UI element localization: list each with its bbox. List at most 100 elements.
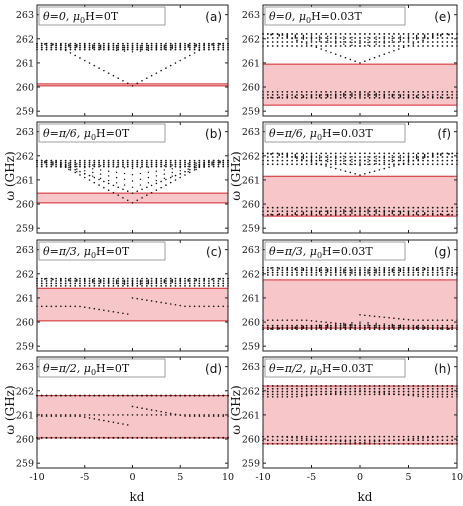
- bulk-curve-point: [343, 272, 345, 274]
- bulk-band-point: [412, 274, 415, 276]
- edge-state-point: [412, 394, 415, 397]
- bulk-band-point: [446, 269, 449, 272]
- edge-state-point: [146, 408, 148, 410]
- bulk-curve-point: [155, 46, 158, 48]
- bulk-band-point: [188, 282, 191, 285]
- bulk-band-point: [451, 393, 454, 396]
- edge-state-point: [60, 414, 62, 416]
- bulk-band-point: [145, 48, 148, 51]
- bulk-band-point: [179, 48, 182, 51]
- edge-state-point: [103, 180, 105, 183]
- bulk-band-point: [69, 282, 72, 285]
- bulk-curve-point: [407, 94, 410, 97]
- bulk-curve-point: [343, 95, 345, 98]
- bulk-curve-point: [84, 46, 86, 48]
- bulk-curve-point: [60, 161, 62, 164]
- bulk-band-point: [217, 165, 220, 168]
- bulk-curve-point: [335, 42, 337, 44]
- bulk-band-point: [179, 161, 182, 164]
- bulk-curve-point: [76, 168, 78, 170]
- bulk-band-point: [310, 90, 313, 93]
- bulk-band-point: [79, 46, 81, 49]
- bulk-band-point: [393, 214, 395, 216]
- bulk-band-point: [354, 210, 357, 213]
- edge-state-point: [368, 441, 371, 443]
- y-tick-label: 259: [242, 107, 260, 118]
- edge-state-point: [40, 159, 43, 162]
- edge-state-point: [422, 395, 424, 398]
- bulk-band-point: [276, 271, 279, 274]
- bulk-curve-point: [68, 279, 70, 282]
- bulk-curve-point: [318, 325, 321, 327]
- bulk-band-point: [339, 435, 342, 438]
- edge-state-point: [373, 56, 376, 59]
- edge-state-point: [179, 304, 182, 307]
- bulk-band-point: [55, 163, 57, 166]
- bulk-curve-point: [375, 162, 377, 165]
- edge-state-point: [79, 305, 81, 308]
- edge-state-point: [412, 159, 415, 162]
- bulk-band-point: [55, 46, 57, 49]
- edge-state-point: [310, 161, 313, 163]
- y-tick-label: 262: [242, 151, 260, 162]
- bulk-curve-point: [147, 283, 150, 285]
- edge-state-point: [126, 424, 129, 426]
- bulk-curve-point: [84, 280, 86, 283]
- bulk-curve-point: [383, 210, 385, 213]
- bulk-band-point: [363, 159, 366, 162]
- bulk-curve-point: [179, 170, 181, 172]
- bulk-band-point: [363, 442, 366, 445]
- bulk-band-point: [102, 44, 105, 47]
- bulk-band-point: [310, 439, 313, 442]
- bulk-band-point: [291, 390, 293, 393]
- bulk-band-point: [160, 165, 163, 168]
- bulk-band-point: [325, 210, 327, 213]
- bulk-band-point: [446, 45, 449, 47]
- bulk-band-point: [417, 45, 420, 47]
- bulk-band-point: [397, 214, 400, 216]
- bulk-band-point: [300, 439, 303, 442]
- edge-state-point: [122, 196, 124, 199]
- bulk-band-point: [325, 90, 327, 93]
- y-tick-label: 261: [242, 175, 260, 186]
- y-tick-label: 260: [16, 83, 34, 94]
- edge-state-point: [212, 414, 215, 416]
- bulk-curve-point: [359, 36, 361, 39]
- bulk-curve-point: [131, 49, 134, 51]
- bulk-band-point: [305, 387, 308, 390]
- edge-state-point: [267, 33, 269, 35]
- bulk-band-point: [286, 206, 289, 209]
- bulk-band-point: [291, 159, 293, 162]
- edge-state-point: [296, 395, 298, 398]
- bulk-curve-point: [302, 325, 305, 327]
- bulk-band-point: [373, 269, 376, 272]
- bulk-band-point: [412, 439, 415, 442]
- edge-state-point: [112, 184, 115, 187]
- bulk-band-point: [368, 156, 371, 158]
- bulk-curve-point: [399, 210, 402, 213]
- bulk-band-point: [344, 269, 347, 272]
- edge-state-point: [203, 305, 205, 308]
- edge-state-point: [74, 171, 76, 174]
- bulk-band-point: [276, 328, 279, 331]
- bulk-band-point: [441, 37, 444, 39]
- bulk-band-point: [330, 210, 332, 213]
- bulk-band-point: [160, 48, 163, 51]
- bulk-band-point: [422, 269, 424, 272]
- bulk-curve-point: [343, 324, 345, 326]
- edge-state-point: [427, 156, 429, 158]
- bulk-band-point: [422, 385, 424, 387]
- bulk-band-point: [373, 326, 376, 329]
- bulk-curve-point: [383, 211, 385, 214]
- edge-state-point: [320, 438, 323, 441]
- bulk-curve-point: [278, 213, 280, 215]
- bulk-band-point: [349, 385, 352, 387]
- bulk-band-point: [291, 393, 293, 396]
- bulk-band-point: [441, 159, 444, 162]
- bulk-band-point: [305, 97, 308, 99]
- bulk-curve-point: [448, 213, 450, 216]
- edge-state-point: [103, 186, 105, 189]
- bulk-band-point: [383, 390, 386, 393]
- bulk-band-point: [266, 274, 269, 276]
- bulk-curve-point: [375, 92, 377, 95]
